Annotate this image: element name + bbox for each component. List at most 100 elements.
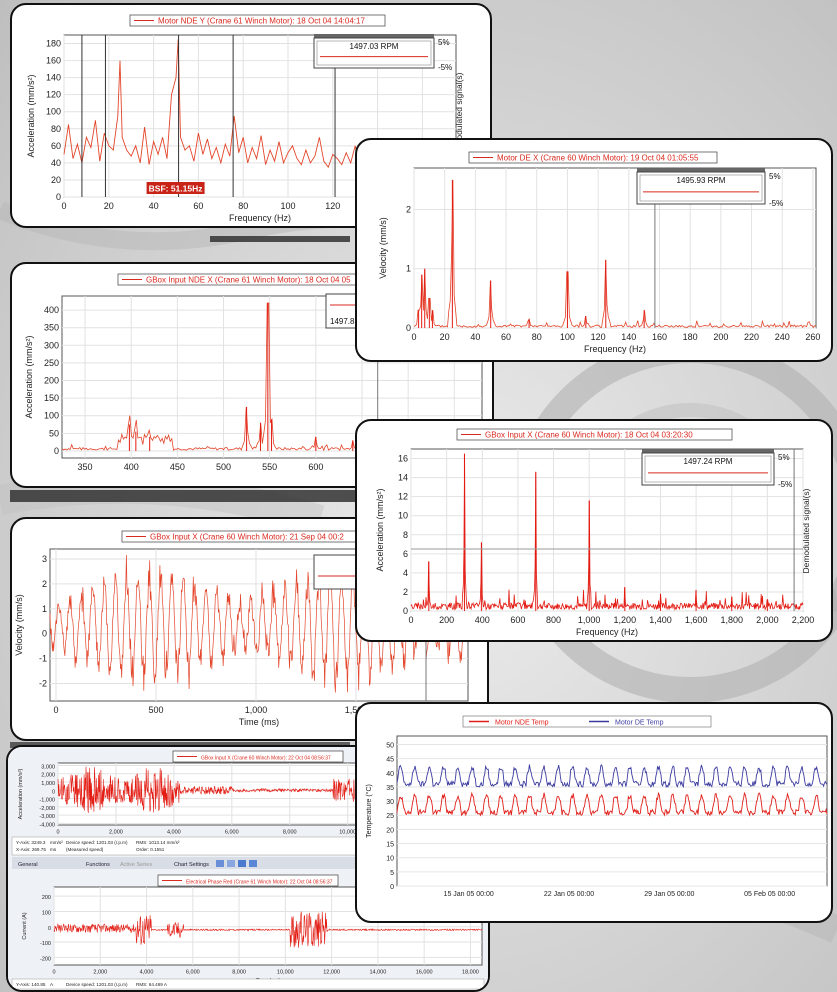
y-axis-label: Acceleration (mm/s²) [26,74,36,157]
toolbar-active-series[interactable]: Active Series [120,862,152,868]
rpm-readout: 1495.93 RPM [677,176,726,185]
rpm-readout: 1497.83 [330,317,359,326]
y-tick-label: 8 [403,530,408,540]
y-tick-label: 150 [44,393,59,403]
y-tick-label: 100 [44,411,59,421]
status-bar-2 [11,978,485,990]
y-axis-label: Velocity (mm/s) [378,217,388,279]
spectrum-line [413,179,817,329]
chart-title: GBox Input X (Crane 60 Winch Motor): 21 … [150,533,344,542]
x-tick-label: 500 [216,462,231,472]
x-tick-label: 0 [53,705,58,715]
x-tick-label: 0 [411,332,416,342]
x-tick-label: 18,000 [462,970,479,976]
tolerance-neg: -5% [438,63,452,72]
toolbar-general[interactable]: General [18,862,38,868]
x-tick-label: 10,000 [339,830,356,836]
status-order: Order: 0.1551 [136,847,165,852]
x-tick-label: 14,000 [369,970,386,976]
y-tick-label: -3,000 [39,814,55,820]
x-tick-label: 160 [652,332,667,342]
x-tick-label: 120 [325,201,340,211]
status-y-axis: Y-Axis: 3249.3 [16,840,46,845]
info-box-inner [639,174,763,202]
legend-label: Motor NDE Temp [495,720,549,727]
rpm-readout: 1497.03 RPM [350,42,399,51]
toolbar-chart-settings[interactable]: Chart Settings [174,862,209,868]
x-tick-label: 450 [170,462,185,472]
y-tick-label: -2,000 [39,806,55,812]
status-y-unit-2: A [50,982,54,987]
status-device-speed: Device speed: 1201.03 (r.p.m) [66,840,128,845]
x-tick-label: 2,000 [756,615,779,625]
y-tick-label: 400 [44,305,59,315]
chart-card-motor-temperature: 15 Jan 05 00:00 22 Jan 05 00:00 29 Jan 05 … [355,702,833,923]
temperature-line [396,764,828,789]
y-tick-label: 1 [406,264,411,274]
toolbar-icon[interactable] [238,860,246,867]
y-tick-label: 16 [398,454,408,464]
title-box [468,151,718,164]
y-tick-label: -100 [40,941,51,947]
chart-card-gbox-input-x-freq: 0 200 400 600 800 1,000 1,200 1,400 1,600 1,800 2,… [355,419,833,642]
status-x-unit: ms [50,847,57,852]
y-tick-label: 0 [48,926,51,932]
y-tick-label: 25 [386,813,394,820]
x-tick-label: 2,200 [792,615,815,625]
chart-title: Electrical Phase Red (Crane 61 Winch Mot… [186,880,333,886]
x-tick-label: 05 Feb 05 00:00 [744,891,795,898]
y-tick-label: 200 [42,895,51,901]
y-tick-label: 40 [51,158,61,168]
y-tick-label: 0 [42,629,47,639]
y-tick-label: 5 [390,870,394,877]
x-tick-label: 80 [238,201,248,211]
status-rms: RMS: 1013.14 mm/s² [136,840,180,845]
x-tick-label: 350 [78,462,93,472]
y-tick-label: 12 [398,492,408,502]
toolbar-icon[interactable] [249,860,257,867]
y-tick-label: 50 [386,742,394,749]
y-axis-label: Temperature (°C) [365,784,373,838]
y-tick-label: 10 [398,511,408,521]
x-tick-label: 1,000 [245,705,268,715]
y-tick-label: 0 [406,323,411,333]
x-tick-label: 12,000 [323,970,340,976]
chart-title: Motor NDE Y (Crane 61 Winch Motor): 18 O… [158,17,365,26]
right-axis-label: Demodulated signal(s) [801,488,811,573]
tolerance-pos: 5% [769,172,781,181]
x-tick-label: 500 [148,705,163,715]
x-tick-label: 0 [61,201,66,211]
x-tick-label: 800 [546,615,561,625]
tolerance-pos: 5% [778,453,790,462]
x-tick-label: 10,000 [277,970,294,976]
chart-title: GBox Input X (Crane 60 Winch Motor): 18 … [485,431,693,440]
info-box-header [314,34,434,38]
y-axis-label: Current (A) [22,912,28,939]
y-axis-label: Acceleration (mm/s²) [24,335,34,418]
toolbar-functions[interactable]: Functions [86,862,110,868]
info-box-header [642,449,774,453]
x-tick-label: 0 [56,830,59,836]
legend-label: Motor DE Temp [615,720,664,727]
title-box [456,428,733,441]
legend-box [462,715,712,728]
y-tick-label: 15 [386,842,394,849]
x-tick-label: 200 [713,332,728,342]
x-tick-label: 600 [308,462,323,472]
chart-title: Motor DE X (Crane 60 Winch Motor): 19 Oc… [497,154,699,163]
x-tick-label: 6,000 [225,830,239,836]
toolbar-icon[interactable] [227,860,235,867]
chart-motor-de-x: 0 20 40 60 80 100 120 140 160 180 200 220 240 260 0 1 2 F… [378,151,820,354]
x-tick-label: 1,200 [614,615,637,625]
y-tick-label: 80 [51,124,61,134]
status-x-axis: X-Axis: 269.75 [16,847,46,852]
status-measured: (Measured speed) [66,847,104,852]
info-box [641,452,775,486]
x-tick-label: 8,000 [283,830,297,836]
x-tick-label: 20 [104,201,114,211]
x-tick-label: 100 [280,201,295,211]
y-tick-label: 20 [386,827,394,834]
toolbar-icon[interactable] [216,860,224,867]
x-axis-label: Frequency (Hz) [576,627,638,637]
y-tick-label: 200 [44,376,59,386]
